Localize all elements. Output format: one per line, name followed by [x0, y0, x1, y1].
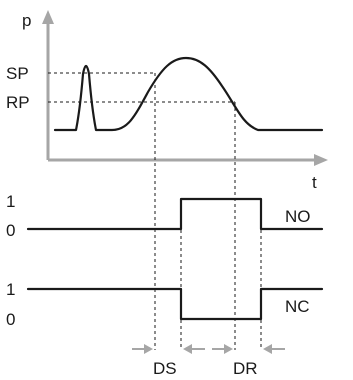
- dr-right-arrowhead: [263, 344, 272, 354]
- nc-one-label: 1: [6, 280, 15, 299]
- p-axis-label: p: [22, 11, 31, 30]
- ds-right-arrowhead: [183, 344, 192, 354]
- pressure-curve: [53, 56, 324, 132]
- sp-label: SP: [6, 64, 29, 83]
- t-axis-arrowhead: [314, 154, 328, 166]
- no-one-label: 1: [6, 192, 15, 211]
- no-signal-line: [26, 197, 324, 231]
- nc-signal-line: [26, 287, 324, 321]
- rp-label: RP: [6, 93, 30, 112]
- nc-zero-label: 0: [6, 310, 15, 329]
- p-axis-arrowhead: [42, 10, 54, 24]
- no-zero-label: 0: [6, 221, 15, 240]
- dr-label: DR: [233, 359, 258, 378]
- ds-label: DS: [153, 359, 177, 378]
- nc-label: NC: [285, 297, 310, 316]
- ds-left-arrowhead: [144, 344, 153, 354]
- dr-left-arrowhead: [224, 344, 233, 354]
- t-axis-label: t: [312, 173, 317, 192]
- no-label: NO: [285, 207, 311, 226]
